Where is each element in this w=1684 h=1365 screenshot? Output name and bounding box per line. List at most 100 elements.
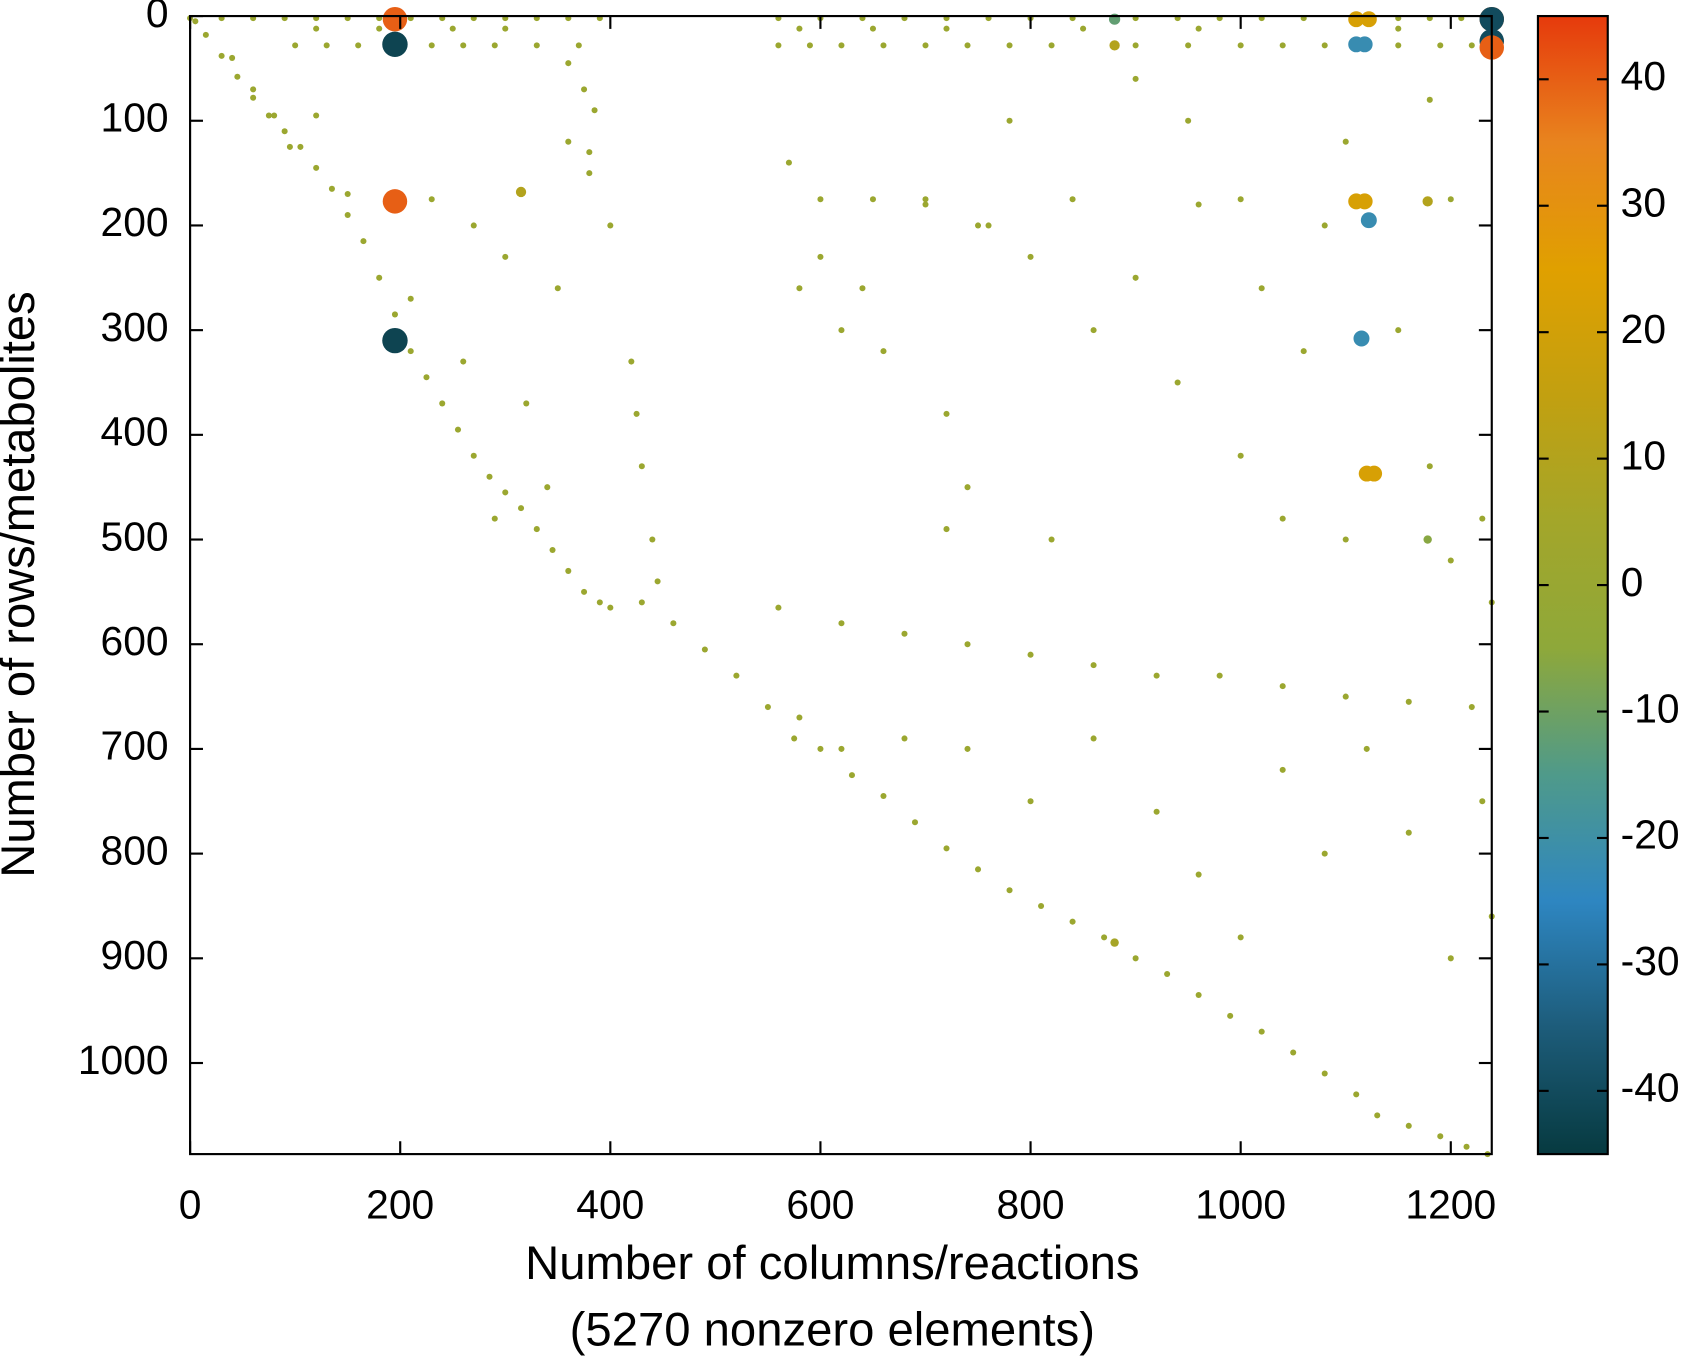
y-tick-label: 200	[101, 199, 169, 245]
nonzero-point	[1195, 201, 1202, 208]
y-tick-label: 400	[101, 409, 169, 455]
nonzero-point	[517, 505, 525, 512]
nonzero-point	[791, 735, 798, 742]
nonzero-point	[785, 159, 792, 166]
nonzero-point	[1090, 735, 1097, 742]
nonzero-point	[544, 484, 551, 491]
x-tick-label: 800	[997, 1181, 1065, 1227]
nonzero-point	[1321, 850, 1328, 857]
x-tick-label: 0	[179, 1181, 202, 1227]
nonzero-point	[523, 400, 530, 407]
nonzero-point	[565, 567, 572, 574]
nonzero-point	[1366, 465, 1383, 482]
nonzero-point	[607, 222, 614, 229]
nonzero-point	[1185, 117, 1192, 124]
nonzero-point	[628, 358, 635, 365]
nonzero-point	[775, 42, 782, 49]
nonzero-point	[974, 222, 982, 229]
nonzero-point	[1342, 693, 1349, 700]
nonzero-point	[1279, 766, 1286, 773]
nonzero-point	[1174, 379, 1181, 386]
y-axis-label: Number of rows/metabolites	[0, 291, 44, 877]
nonzero-point	[554, 285, 561, 292]
nonzero-point	[439, 400, 446, 407]
nonzero-point	[382, 189, 408, 214]
x-tick-label: 200	[366, 1181, 434, 1227]
nonzero-point	[796, 25, 803, 32]
y-tick-label: 0	[146, 0, 169, 36]
nonzero-point	[376, 25, 383, 32]
nonzero-point	[796, 285, 803, 292]
nonzero-point	[1405, 829, 1412, 836]
nonzero-point	[1363, 745, 1370, 752]
nonzero-point	[313, 25, 320, 32]
nonzero-point	[1395, 327, 1402, 334]
nonzero-point	[1132, 955, 1139, 962]
nonzero-point	[1195, 871, 1202, 878]
nonzero-point	[502, 489, 509, 496]
nonzero-point	[297, 143, 304, 150]
nonzero-point	[1080, 25, 1087, 32]
nonzero-point	[1164, 970, 1171, 978]
nonzero-point	[901, 735, 908, 742]
nonzero-point	[922, 42, 929, 49]
nonzero-point	[964, 745, 971, 752]
colorbar-tick-label: -40	[1621, 1065, 1680, 1111]
nonzero-point	[286, 143, 293, 150]
nonzero-point	[470, 452, 477, 459]
nonzero-point	[1153, 808, 1160, 815]
nonzero-point	[376, 274, 383, 281]
nonzero-point	[1279, 515, 1286, 522]
colorbar-tick-label: -20	[1621, 812, 1680, 858]
x-tick-label: 600	[786, 1181, 854, 1227]
nonzero-point	[1468, 704, 1475, 711]
nonzero-point	[1069, 918, 1076, 925]
nonzero-point	[1090, 327, 1097, 334]
nonzero-point	[1356, 36, 1373, 53]
nonzero-point	[764, 704, 771, 711]
nonzero-point	[838, 745, 845, 752]
y-tick-label: 600	[101, 618, 169, 664]
colorbar-tick-label: 20	[1621, 306, 1666, 352]
nonzero-point	[192, 18, 199, 25]
colorbar	[1536, 14, 1609, 1156]
nonzero-point	[943, 526, 950, 533]
nonzero-point	[1153, 672, 1160, 679]
nonzero-point	[817, 196, 824, 203]
nonzero-point	[775, 604, 782, 611]
nonzero-point	[470, 222, 477, 229]
x-tick-label: 1000	[1195, 1181, 1286, 1227]
nonzero-point	[1216, 672, 1223, 679]
nonzero-point	[596, 599, 603, 606]
nonzero-point	[964, 484, 971, 491]
nonzero-point	[1006, 42, 1013, 49]
y-tick-label: 300	[101, 304, 169, 350]
nonzero-point	[323, 42, 330, 49]
nonzero-point	[1090, 662, 1097, 669]
nonzero-point	[838, 327, 845, 334]
nonzero-point	[502, 25, 509, 32]
nonzero-point	[586, 170, 593, 177]
nonzero-point	[533, 526, 540, 533]
nonzero-point	[1426, 463, 1433, 470]
nonzero-point	[515, 186, 527, 198]
y-tick-label: 800	[101, 827, 169, 873]
nonzero-point	[355, 42, 362, 49]
nonzero-point	[486, 473, 493, 480]
nonzero-point	[670, 620, 677, 627]
nonzero-point	[382, 6, 408, 32]
nonzero-point	[1342, 138, 1349, 145]
nonzero-point	[974, 866, 982, 873]
nonzero-point	[449, 25, 456, 32]
y-tick-label: 500	[101, 513, 169, 559]
nonzero-point	[1447, 557, 1454, 564]
nonzero-point	[1447, 196, 1454, 203]
nonzero-point	[1279, 683, 1286, 690]
nonzero-point	[1006, 117, 1013, 124]
colorbar-tick-label: 10	[1621, 432, 1666, 478]
nonzero-point	[880, 793, 887, 800]
nonzero-point	[407, 295, 414, 302]
nonzero-point	[1405, 1122, 1412, 1129]
